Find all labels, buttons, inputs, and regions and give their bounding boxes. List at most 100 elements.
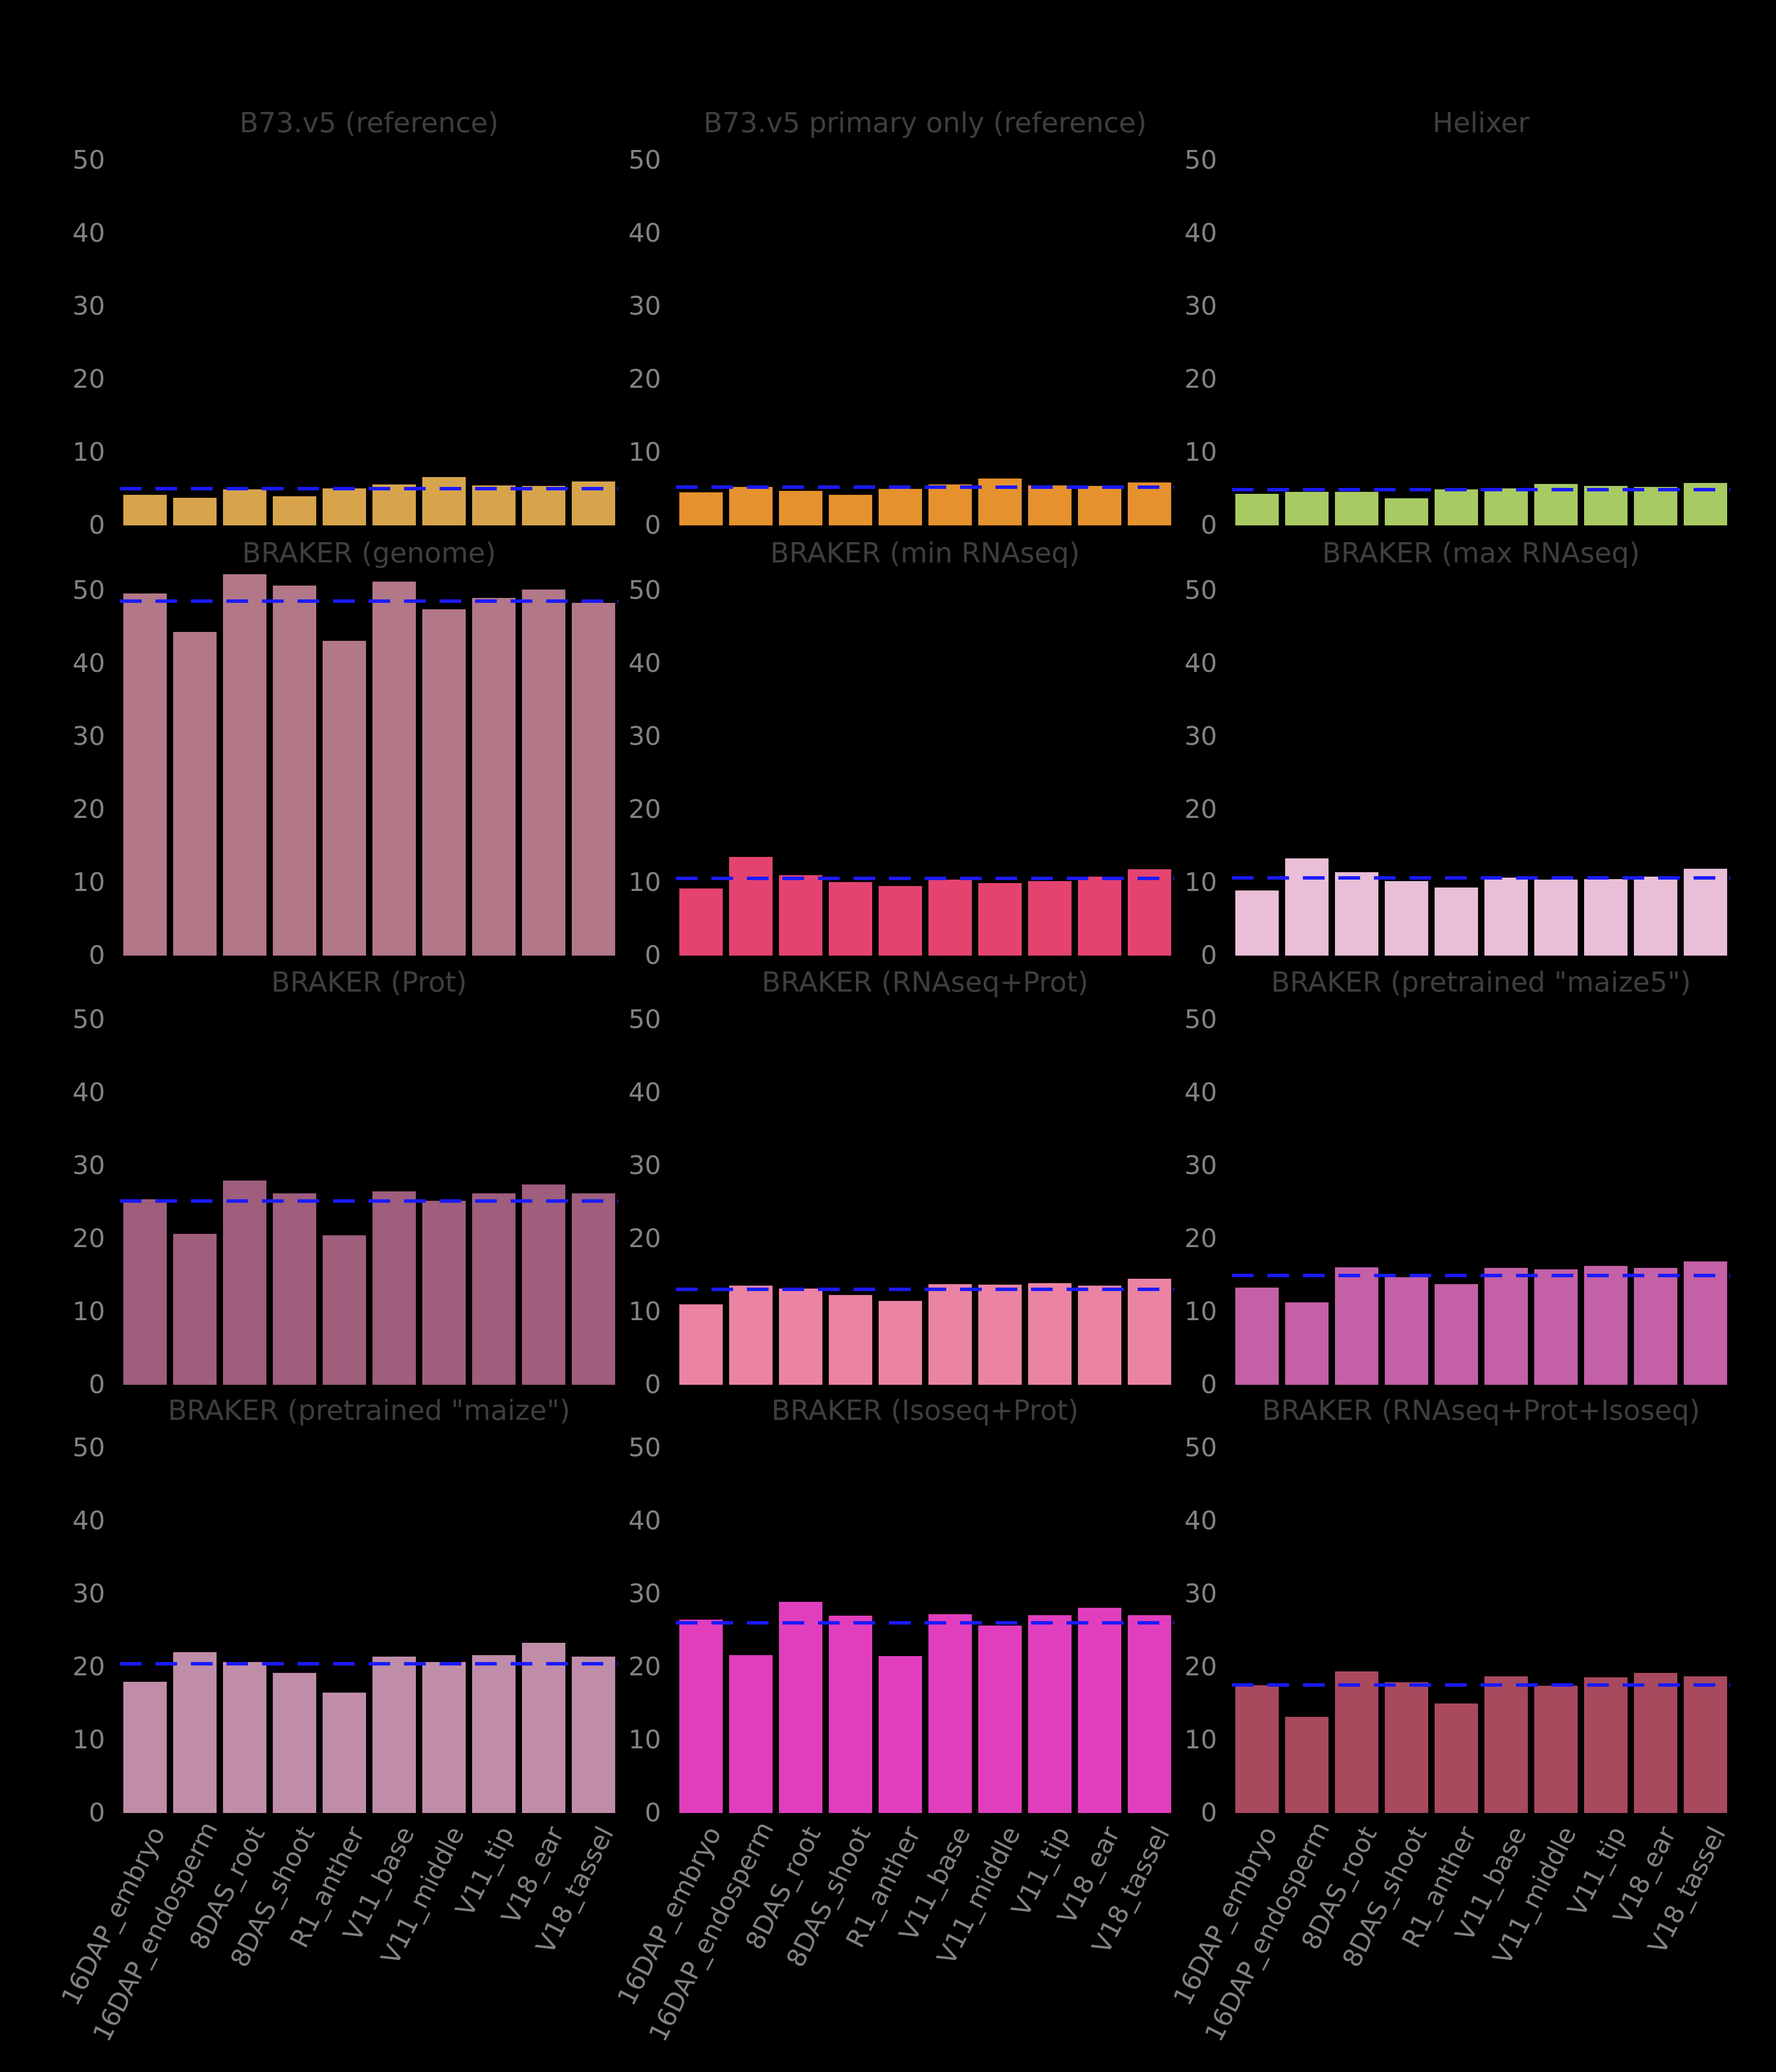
bar — [173, 497, 217, 525]
y-tick-label: 40 — [72, 1077, 105, 1108]
y-tick-label: 50 — [628, 1433, 661, 1463]
bar — [1633, 486, 1677, 525]
y-tick-label: 0 — [1200, 1370, 1217, 1400]
y-tick-label: 30 — [628, 721, 661, 751]
bar — [422, 477, 466, 525]
bar — [272, 1672, 316, 1813]
y-tick-label: 10 — [72, 867, 105, 897]
y-tick-label: 0 — [644, 941, 661, 970]
bar — [1235, 1288, 1279, 1385]
y-tick-label: 0 — [88, 1798, 105, 1828]
bar — [1028, 1283, 1072, 1385]
mean-dashed-line — [676, 485, 1174, 489]
bar — [878, 1656, 922, 1813]
bar — [1384, 1682, 1428, 1813]
y-tick-label: 20 — [1184, 794, 1217, 824]
bar — [1584, 486, 1628, 525]
bar — [173, 1233, 217, 1385]
bar — [1584, 1677, 1628, 1813]
y-tick-label: 50 — [72, 575, 105, 605]
subplot-title: BRAKER (Prot) — [271, 966, 467, 999]
y-tick-label: 30 — [1184, 291, 1217, 321]
bar — [778, 1288, 822, 1385]
y-tick-label: 10 — [72, 437, 105, 467]
bar — [1484, 488, 1528, 525]
bar — [878, 886, 922, 956]
y-tick-label: 50 — [72, 1004, 105, 1035]
bar — [1434, 888, 1478, 956]
y-tick-label: 50 — [1184, 575, 1217, 605]
bar — [729, 857, 773, 956]
y-tick-label: 20 — [72, 364, 105, 394]
bar — [828, 494, 872, 525]
y-tick-label: 20 — [1184, 1652, 1217, 1682]
bar — [571, 1193, 615, 1385]
y-tick-label: 0 — [88, 511, 105, 540]
bar — [521, 1184, 565, 1385]
bar — [472, 485, 516, 525]
bar — [679, 888, 723, 956]
bar — [1434, 1284, 1478, 1385]
bar — [1434, 489, 1478, 525]
bar — [1683, 1676, 1727, 1813]
bar — [729, 1655, 773, 1813]
bar — [372, 1657, 416, 1813]
bar — [828, 1295, 872, 1385]
y-tick-label: 20 — [628, 364, 661, 394]
y-tick-label: 20 — [628, 1223, 661, 1254]
bar — [1584, 879, 1628, 956]
mean-dashed-line — [1232, 488, 1730, 492]
bar — [1235, 494, 1279, 525]
bar — [1334, 1671, 1378, 1813]
y-tick-label: 30 — [628, 291, 661, 321]
subplot-title: BRAKER (pretrained "maize5") — [1271, 966, 1691, 999]
y-tick-label: 10 — [1184, 1296, 1217, 1327]
bar — [322, 488, 366, 525]
y-tick-label: 30 — [72, 1150, 105, 1181]
y-tick-label: 40 — [1184, 1077, 1217, 1108]
mean-dashed-line — [676, 1621, 1174, 1625]
subplot-title: BRAKER (min RNAseq) — [770, 537, 1080, 569]
bar — [1028, 881, 1072, 956]
subplot-title: BRAKER (RNAseq+Prot) — [762, 966, 1088, 999]
bar — [1534, 1686, 1578, 1813]
bar — [1683, 868, 1727, 956]
bar — [1334, 872, 1378, 956]
bar — [422, 1201, 466, 1385]
bar — [272, 1193, 316, 1385]
y-tick-label: 40 — [628, 1506, 661, 1536]
y-tick-label: 0 — [88, 1370, 105, 1400]
mean-dashed-line — [120, 1199, 618, 1203]
y-tick-label: 0 — [644, 511, 661, 540]
subplot-title: B73.v5 (reference) — [239, 107, 499, 139]
y-tick-label: 30 — [1184, 1150, 1217, 1181]
y-tick-label: 40 — [628, 1077, 661, 1108]
y-tick-label: 40 — [1184, 218, 1217, 248]
bar — [372, 1191, 416, 1385]
mean-dashed-line — [676, 1288, 1174, 1292]
bar — [173, 1652, 217, 1813]
bar — [222, 574, 266, 956]
y-tick-label: 40 — [1184, 648, 1217, 678]
y-tick-label: 0 — [644, 1798, 661, 1828]
subplot-title: B73.v5 primary only (reference) — [703, 107, 1147, 139]
bar — [123, 1681, 167, 1813]
bar — [422, 609, 466, 956]
mean-dashed-line — [120, 486, 618, 490]
bar — [1384, 881, 1428, 956]
bar — [1077, 1285, 1121, 1385]
bar — [878, 1300, 922, 1385]
bar — [1633, 1672, 1677, 1813]
bar — [1484, 1676, 1528, 1813]
mean-dashed-line — [1232, 1273, 1730, 1277]
bar — [1127, 1615, 1171, 1813]
bar — [1584, 1265, 1628, 1385]
bar — [1127, 869, 1171, 956]
mean-dashed-line — [120, 599, 618, 603]
bar — [828, 1616, 872, 1813]
y-tick-label: 20 — [1184, 1223, 1217, 1254]
y-tick-label: 10 — [628, 867, 661, 897]
y-tick-label: 40 — [72, 218, 105, 248]
y-tick-label: 30 — [628, 1150, 661, 1181]
y-tick-label: 50 — [1184, 145, 1217, 175]
